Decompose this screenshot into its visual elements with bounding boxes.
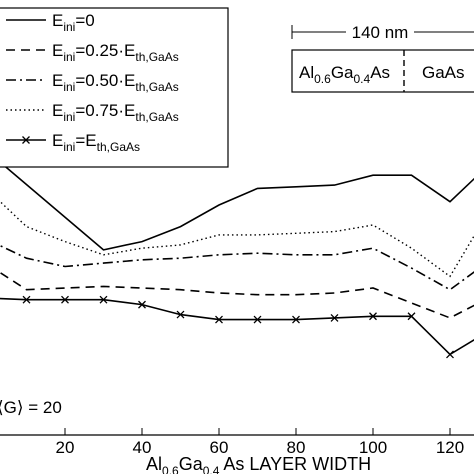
series-1-line [0,161,474,251]
series-2-line [0,271,474,319]
series-5-point [330,313,339,322]
series-5-point [215,315,223,324]
series-5-point [176,310,185,319]
legend-label-5: Eini=Eth,GaAs [52,131,140,154]
x-tick-label: 120 [436,438,464,457]
series-5-line [0,297,474,356]
inset-scale-mask [346,22,414,42]
legend-label-2: Eini=0.25·Eth,GaAs [52,41,179,64]
series-5-point [253,315,262,324]
legend-marker-5 [22,136,30,144]
inset-left-label: Al0.6Ga0.4As [299,63,390,86]
legend-label-3: Eini=0.50·Eth,GaAs [52,71,179,94]
legend-label-4: Eini=0.75·Eth,GaAs [52,101,179,124]
inset: 140 nm Al0.6Ga0.4As GaAs [291,22,474,93]
inset-scale-label: 140 nm [352,23,409,42]
x-tick-label: 20 [56,438,75,457]
x-axis: 20 40 60 80 100 120 Al0.6Ga0.4 As LAYER WIDTH [0,428,474,474]
series-5-point [369,312,377,321]
series-5-point [138,300,146,309]
series-5-point [292,315,300,324]
x-axis-label: Al0.6Ga0.4 As LAYER WIDTH [146,454,371,474]
inset-right-label: GaAs [422,63,465,82]
legend: Eini=0 Eini=0.25·Eth,GaAs Eini=0.50·Eth,Ga… [0,7,229,168]
series-3-line [0,244,474,291]
x-tick-label: 100 [359,438,387,457]
series-5-point [407,312,416,321]
x-tick-label: 60 [210,438,229,457]
series-5-point [446,350,454,359]
series-5-point [61,295,69,304]
inset-structure-box [291,49,474,93]
series-layer [0,161,474,359]
legend-label-1: Eini=0 [52,11,95,34]
series-5-point [99,295,108,304]
x-tick-label: 80 [287,438,306,457]
series-5-point [22,295,31,304]
x-tick-label: 40 [133,438,152,457]
g-annotation: ⟨G⟩ = 20 [0,398,62,417]
